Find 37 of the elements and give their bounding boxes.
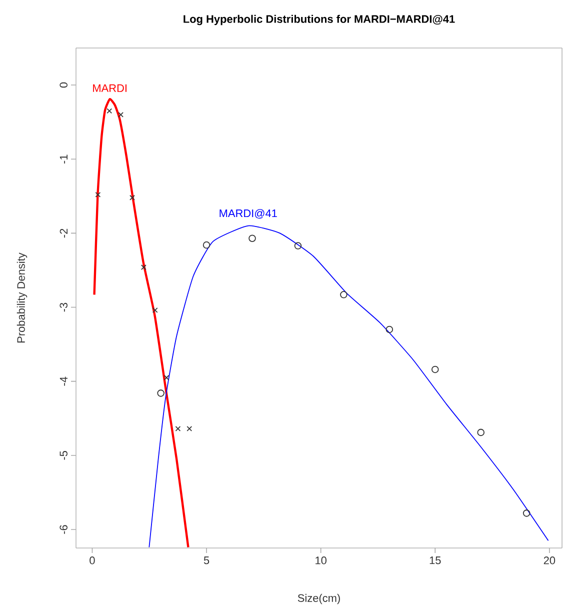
- point: [477, 428, 484, 436]
- point: [248, 234, 256, 242]
- chart-title: Log Hyperbolic Distributions for MARDI−MARDI@41: [184, 14, 455, 26]
- point: [386, 326, 394, 334]
- x-axis-title: Size(cm): [298, 594, 340, 604]
- y-tick-label: -4: [60, 376, 68, 386]
- y-tick-label: -2: [60, 228, 68, 238]
- x-tick-label: 20: [544, 556, 556, 564]
- point: [294, 242, 302, 250]
- y-tick-label: 0: [60, 82, 68, 88]
- point: [140, 264, 146, 270]
- point: [106, 108, 112, 114]
- point: [95, 192, 101, 198]
- line-series: [148, 225, 549, 548]
- point: [431, 366, 439, 374]
- point: [157, 390, 164, 397]
- x-tick-label: 10: [316, 556, 326, 564]
- x-tick-label: 5: [204, 556, 210, 564]
- point: [340, 291, 348, 298]
- y-tick-label: -3: [60, 302, 68, 312]
- x-tick-label: 0: [90, 556, 95, 564]
- point: [186, 426, 192, 432]
- y-tick-label: -6: [60, 525, 68, 534]
- point: [202, 241, 210, 249]
- line-series: [93, 98, 190, 548]
- point: [175, 426, 181, 432]
- y-tick-label: -5: [60, 451, 68, 460]
- point: [118, 112, 124, 118]
- series-label: MARDI@41: [220, 209, 277, 219]
- point: [152, 308, 158, 313]
- point: [164, 374, 170, 380]
- series-label: MARDI: [93, 84, 126, 92]
- y-tick-label: -1: [60, 154, 68, 164]
- x-tick-label: 15: [430, 556, 441, 564]
- y-axis-title: Probability Density: [16, 252, 28, 342]
- point: [130, 194, 135, 200]
- point: [522, 510, 530, 517]
